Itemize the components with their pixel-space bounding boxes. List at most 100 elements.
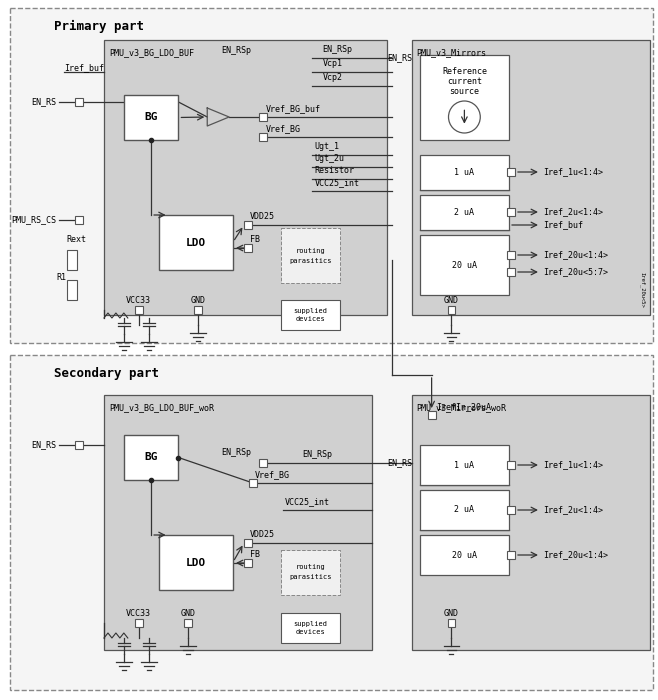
Text: parasitics: parasitics <box>290 575 332 580</box>
FancyBboxPatch shape <box>124 435 178 480</box>
FancyBboxPatch shape <box>135 619 143 627</box>
FancyBboxPatch shape <box>281 300 340 330</box>
FancyBboxPatch shape <box>428 411 436 419</box>
FancyBboxPatch shape <box>447 619 455 627</box>
FancyBboxPatch shape <box>412 395 650 650</box>
Text: VCC25_int: VCC25_int <box>285 497 330 506</box>
Text: Iref_20u<1:4>: Iref_20u<1:4> <box>543 550 608 559</box>
FancyBboxPatch shape <box>104 395 372 650</box>
FancyBboxPatch shape <box>159 535 233 590</box>
Text: Resistor: Resistor <box>315 166 355 175</box>
FancyBboxPatch shape <box>259 133 266 141</box>
Text: Secondary part: Secondary part <box>55 367 159 380</box>
Text: supplied: supplied <box>293 308 328 314</box>
FancyBboxPatch shape <box>259 459 266 467</box>
Text: PMU_v3_BG_LDO_BUF: PMU_v3_BG_LDO_BUF <box>109 48 194 57</box>
Text: VDD25: VDD25 <box>250 212 275 221</box>
FancyBboxPatch shape <box>184 619 192 627</box>
FancyBboxPatch shape <box>420 490 509 530</box>
FancyBboxPatch shape <box>420 445 509 485</box>
Text: VCC33: VCC33 <box>126 296 151 305</box>
FancyBboxPatch shape <box>10 8 653 343</box>
Text: Vref_BG: Vref_BG <box>255 470 290 479</box>
Text: R1: R1 <box>57 274 66 283</box>
Text: GND: GND <box>181 609 196 618</box>
FancyBboxPatch shape <box>507 168 515 176</box>
Text: FB: FB <box>250 235 260 244</box>
Text: VCC25_int: VCC25_int <box>315 178 359 187</box>
FancyBboxPatch shape <box>420 535 509 575</box>
Text: routing: routing <box>295 248 325 253</box>
Text: Iref_20u<1:4>: Iref_20u<1:4> <box>543 251 608 260</box>
Text: Iref_1u<1:4>: Iref_1u<1:4> <box>543 167 603 176</box>
FancyBboxPatch shape <box>194 306 202 314</box>
FancyBboxPatch shape <box>249 479 257 487</box>
FancyBboxPatch shape <box>420 195 509 230</box>
Text: parasitics: parasitics <box>290 258 332 263</box>
FancyBboxPatch shape <box>281 550 340 595</box>
FancyBboxPatch shape <box>507 506 515 514</box>
FancyBboxPatch shape <box>447 306 455 314</box>
Text: Reference: Reference <box>442 67 487 76</box>
Text: PMU_v3_Mirrors: PMU_v3_Mirrors <box>417 48 487 57</box>
FancyBboxPatch shape <box>244 539 252 547</box>
Text: devices: devices <box>295 316 325 322</box>
Text: Iref_buf: Iref_buf <box>64 64 104 73</box>
Text: devices: devices <box>295 629 325 635</box>
FancyBboxPatch shape <box>281 613 340 643</box>
FancyBboxPatch shape <box>420 155 509 190</box>
Text: LDO: LDO <box>186 237 206 248</box>
Text: EN_RS: EN_RS <box>387 53 412 62</box>
Text: EN_RSp: EN_RSp <box>221 448 251 457</box>
Text: current: current <box>447 77 482 86</box>
Text: Primary part: Primary part <box>55 20 144 33</box>
Text: supplied: supplied <box>293 621 328 627</box>
FancyBboxPatch shape <box>75 98 83 106</box>
Text: Vcp1: Vcp1 <box>322 59 342 68</box>
FancyBboxPatch shape <box>67 280 77 300</box>
FancyBboxPatch shape <box>420 235 509 295</box>
Text: Iref_20u<5>: Iref_20u<5> <box>640 272 645 308</box>
Text: Ugt_1: Ugt_1 <box>315 142 340 151</box>
Text: 1 uA: 1 uA <box>455 168 474 177</box>
Text: VDD25: VDD25 <box>250 530 275 539</box>
Text: source: source <box>449 87 480 96</box>
Text: EN_RSp: EN_RSp <box>322 45 353 54</box>
FancyBboxPatch shape <box>75 216 83 224</box>
FancyBboxPatch shape <box>507 251 515 259</box>
Text: Rext: Rext <box>66 235 86 244</box>
Text: PMU_v3_Mirrors_woR: PMU_v3_Mirrors_woR <box>417 403 507 412</box>
Text: Iref_buf: Iref_buf <box>543 220 583 230</box>
FancyBboxPatch shape <box>244 221 252 229</box>
Text: Vref_BG: Vref_BG <box>266 124 301 133</box>
FancyBboxPatch shape <box>244 244 252 252</box>
Text: 20 uA: 20 uA <box>452 260 477 270</box>
Text: routing: routing <box>295 564 325 570</box>
Text: GND: GND <box>444 609 459 618</box>
FancyBboxPatch shape <box>124 95 178 140</box>
FancyBboxPatch shape <box>507 461 515 469</box>
Text: Iref_20u<5:7>: Iref_20u<5:7> <box>543 267 608 276</box>
Text: Vcp2: Vcp2 <box>322 73 342 82</box>
FancyBboxPatch shape <box>104 40 387 315</box>
Text: FB: FB <box>250 550 260 559</box>
Text: Iref_1u<1:4>: Iref_1u<1:4> <box>543 461 603 470</box>
Text: EN_RS: EN_RS <box>32 440 57 449</box>
Text: IrefIn_20uA: IrefIn_20uA <box>437 402 492 411</box>
FancyBboxPatch shape <box>67 250 77 270</box>
Text: EN_RSp: EN_RSp <box>221 46 251 55</box>
Text: Iref_2u<1:4>: Iref_2u<1:4> <box>543 505 603 514</box>
Text: 2 uA: 2 uA <box>455 208 474 217</box>
Text: LDO: LDO <box>186 557 206 568</box>
FancyBboxPatch shape <box>259 113 266 121</box>
Text: VCC33: VCC33 <box>126 609 151 618</box>
FancyBboxPatch shape <box>412 40 650 315</box>
Text: GND: GND <box>191 296 206 305</box>
FancyBboxPatch shape <box>281 228 340 283</box>
FancyBboxPatch shape <box>75 441 83 449</box>
FancyBboxPatch shape <box>244 559 252 567</box>
Text: PMU_v3_BG_LDO_BUF_woR: PMU_v3_BG_LDO_BUF_woR <box>109 403 214 412</box>
FancyBboxPatch shape <box>420 55 509 140</box>
FancyBboxPatch shape <box>507 208 515 216</box>
Text: BG: BG <box>144 452 158 463</box>
